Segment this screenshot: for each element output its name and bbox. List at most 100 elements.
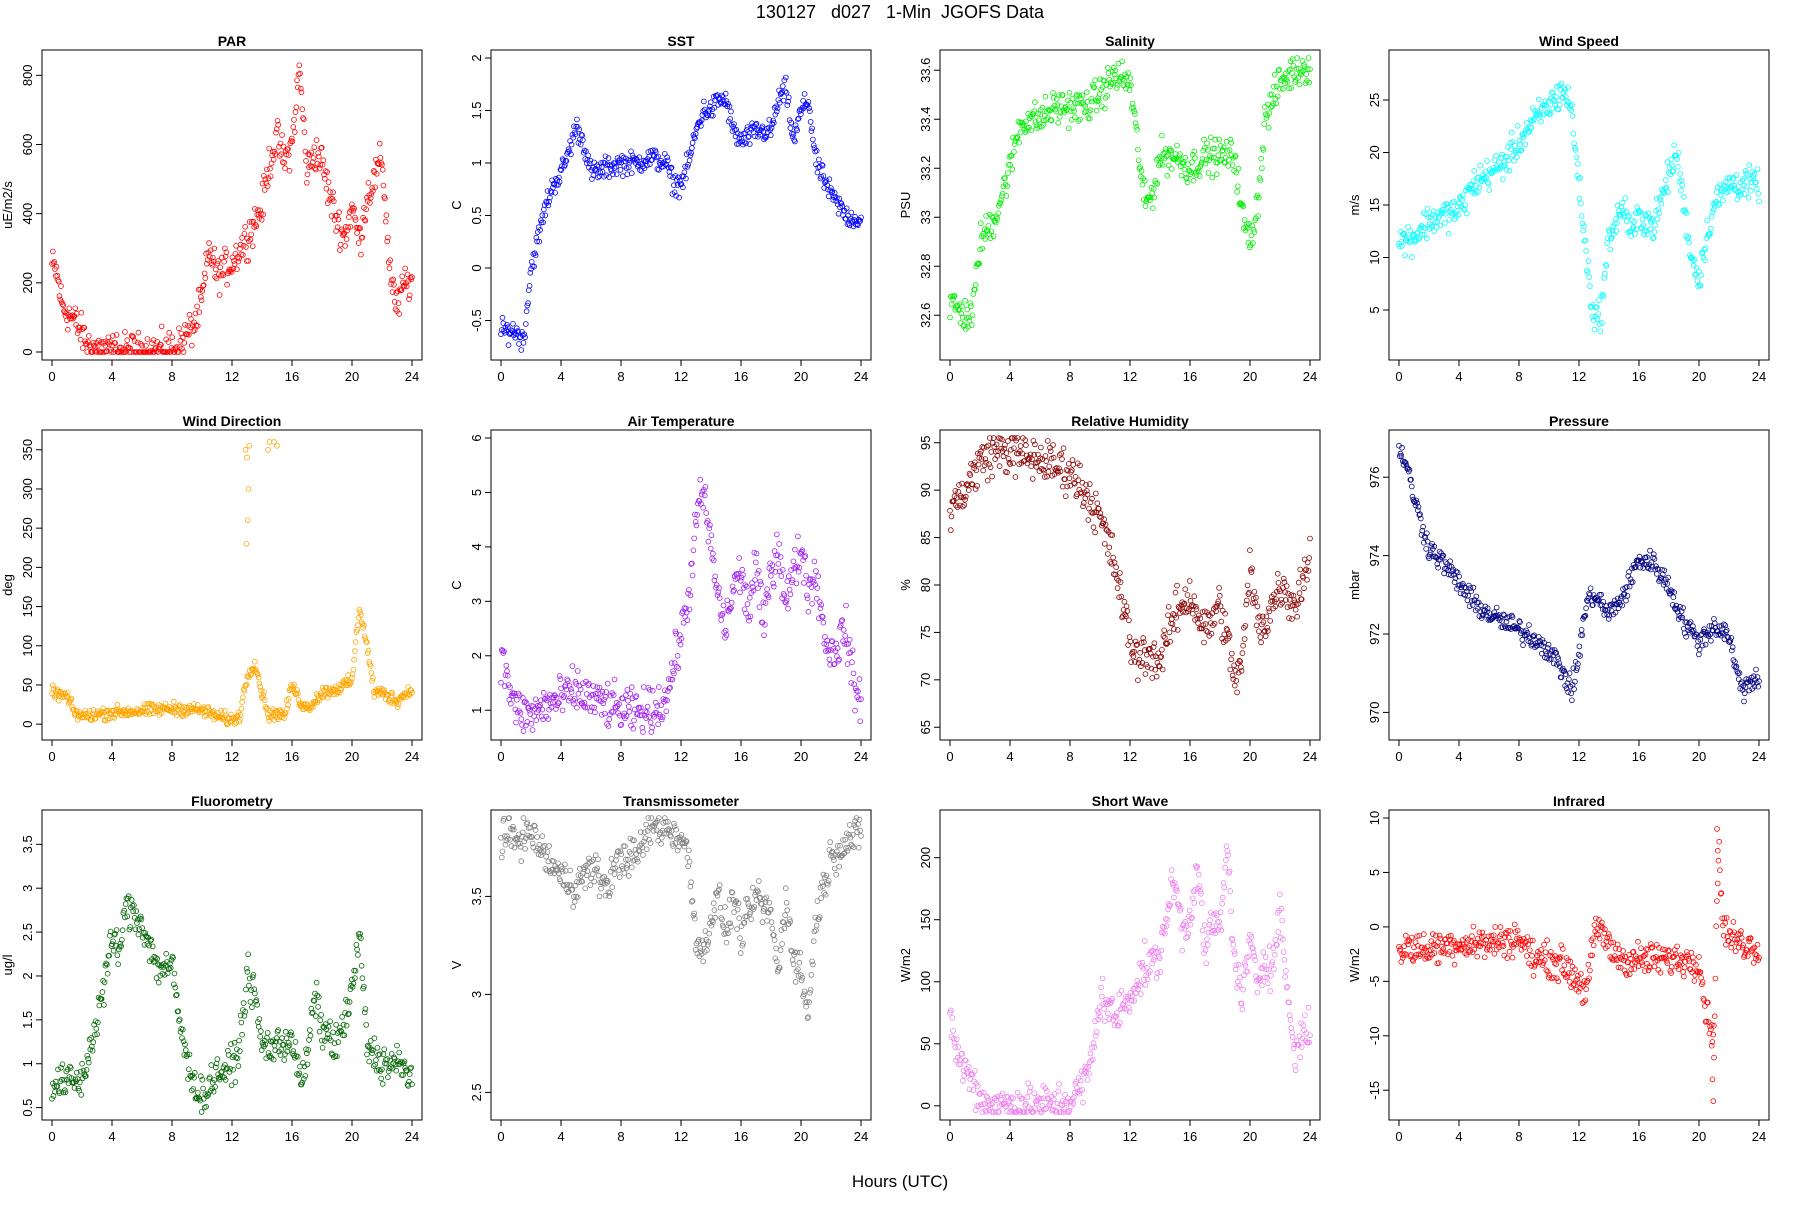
data-point [65, 327, 70, 332]
data-point [609, 856, 614, 861]
data-point [235, 1056, 240, 1061]
data-point [1133, 112, 1138, 117]
data-point [1680, 183, 1685, 188]
data-point [713, 915, 718, 920]
data-point [575, 117, 580, 122]
data-point [355, 947, 360, 952]
data-point [1652, 230, 1657, 235]
data-point [1138, 650, 1143, 655]
data-point [1466, 593, 1471, 598]
data-point [632, 718, 637, 723]
data-point [1285, 605, 1290, 610]
data-point [171, 699, 176, 704]
data-point [91, 1040, 96, 1045]
x-tick-label: 20 [794, 749, 808, 764]
data-point [1500, 177, 1505, 182]
x-tick-label: 16 [1183, 369, 1197, 384]
data-point [521, 341, 526, 346]
data-point [1746, 195, 1751, 200]
y-tick-label: 3 [469, 991, 484, 998]
data-point [1709, 638, 1714, 643]
data-point [379, 1076, 384, 1081]
x-tick-label: 20 [794, 369, 808, 384]
data-point [794, 581, 799, 586]
data-point [156, 980, 161, 985]
data-point [765, 587, 770, 592]
data-point [749, 917, 754, 922]
data-point [56, 279, 61, 284]
x-tick-label: 0 [497, 1129, 504, 1144]
data-point [198, 295, 203, 300]
data-point [195, 324, 200, 329]
data-point [150, 341, 155, 346]
data-point [209, 1063, 214, 1068]
data-point [316, 154, 321, 159]
data-point [241, 253, 246, 258]
x-tick-label: 24 [1752, 369, 1766, 384]
data-point [253, 207, 258, 212]
data-point [1179, 173, 1184, 178]
data-point [301, 117, 306, 122]
data-point [1004, 451, 1009, 456]
data-point [1745, 184, 1750, 189]
data-point [195, 304, 200, 309]
data-point [614, 858, 619, 863]
data-point [355, 231, 360, 236]
data-point [735, 927, 740, 932]
data-point [115, 953, 120, 958]
data-point [295, 85, 300, 90]
data-point [1259, 640, 1264, 645]
data-point [262, 689, 267, 694]
data-point [59, 284, 64, 289]
data-point [788, 126, 793, 131]
data-point [245, 455, 250, 460]
data-point [1048, 449, 1053, 454]
data-point [970, 313, 975, 318]
data-point [802, 92, 807, 97]
data-point [1487, 188, 1492, 193]
y-axis-label-pressure: mbar [1347, 570, 1362, 600]
y-tick-label: 300 [20, 478, 35, 500]
data-point [541, 207, 546, 212]
data-point [391, 277, 396, 282]
data-point [271, 157, 276, 162]
x-tick-label: 4 [557, 749, 564, 764]
data-point [50, 1096, 55, 1101]
data-point [737, 916, 742, 921]
x-tick-label: 24 [854, 369, 868, 384]
data-point [760, 920, 765, 925]
x-tick-label: 24 [854, 1129, 868, 1144]
data-point [73, 306, 78, 311]
data-point [1150, 676, 1155, 681]
data-point [102, 1003, 107, 1008]
data-point [1047, 464, 1052, 469]
data-point [1166, 604, 1171, 609]
data-point [659, 841, 664, 846]
data-point [850, 660, 855, 665]
data-point [1472, 168, 1477, 173]
chart-title-wind-speed: Wind Speed [1539, 33, 1619, 49]
y-tick-label: -0.5 [469, 309, 484, 331]
data-point [136, 932, 141, 937]
data-point [1063, 494, 1068, 499]
y-tick-label: 20 [1367, 145, 1382, 159]
x-tick-label: 24 [1303, 749, 1317, 764]
y-tick-label: 25 [1367, 93, 1382, 107]
data-point [243, 224, 248, 229]
data-point [1297, 591, 1302, 596]
data-point [685, 618, 690, 623]
x-tick-label: 16 [734, 749, 748, 764]
data-point [1143, 204, 1148, 209]
data-point [304, 159, 309, 164]
data-point [132, 339, 137, 344]
data-point [292, 130, 297, 135]
data-point [596, 175, 601, 180]
data-point [167, 330, 172, 335]
data-point [392, 282, 397, 287]
data-point [1527, 623, 1532, 628]
data-point [768, 133, 773, 138]
data-point [1202, 640, 1207, 645]
plot-frame-wind-direction [42, 430, 422, 740]
